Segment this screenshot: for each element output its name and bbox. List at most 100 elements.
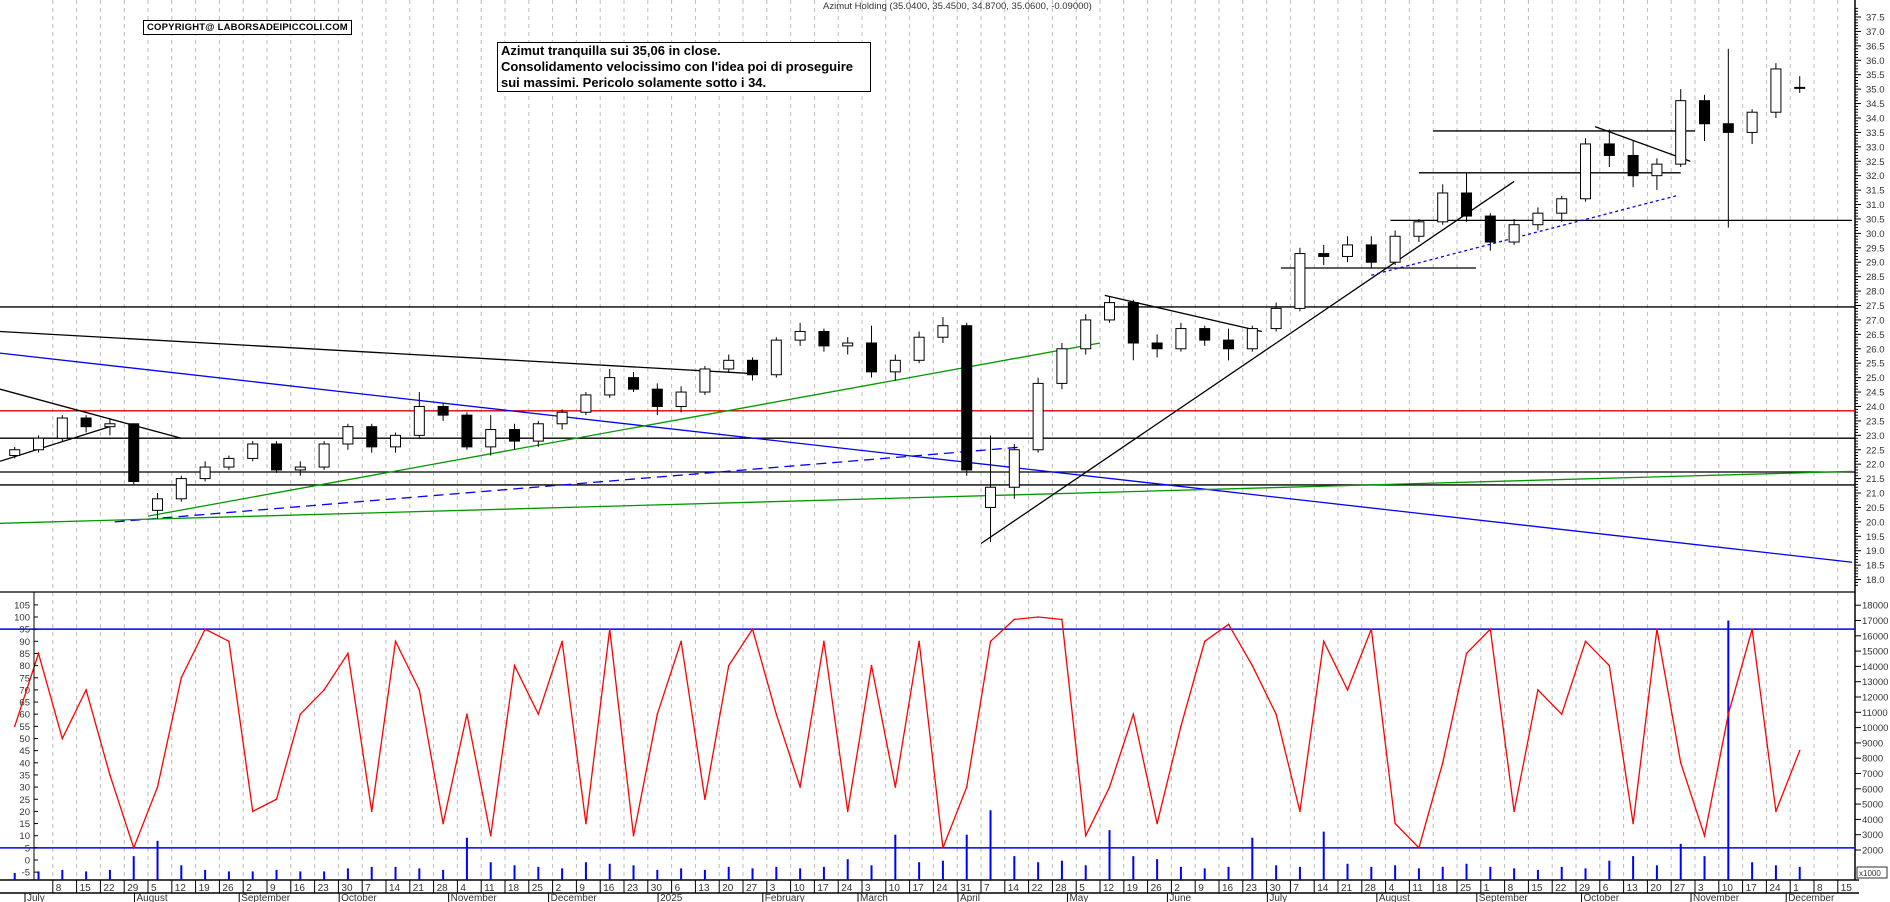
- price-tick-label: 30.0: [1866, 229, 1885, 240]
- volume-unit-box: [1856, 866, 1888, 879]
- week-label: 9: [1198, 883, 1204, 894]
- week-label: 9: [270, 883, 276, 894]
- price-tick-label: 25.0: [1866, 373, 1885, 384]
- month-label: October: [341, 893, 377, 902]
- week-label: 25: [1460, 883, 1472, 894]
- oscillator-tick-label: 75: [19, 673, 30, 684]
- oscillator-point: [1275, 713, 1277, 715]
- oscillator-tick-label: 50: [19, 734, 30, 745]
- week-label: 24: [1769, 883, 1781, 894]
- volume-tick-label: 13000: [1862, 677, 1888, 688]
- candle-body: [1484, 215, 1496, 243]
- candle-body: [294, 466, 306, 471]
- candle-body: [271, 443, 283, 471]
- oscillator-point: [704, 798, 706, 801]
- price-tick-label: 29.5: [1866, 243, 1885, 254]
- oscillator-tick-label: 55: [19, 722, 30, 733]
- week-label: 2: [556, 883, 562, 894]
- candle-body: [199, 466, 211, 480]
- oscillator-tick-label: 10: [19, 831, 30, 842]
- oscillator-point: [489, 834, 492, 837]
- oscillator-point: [61, 737, 64, 740]
- trend-line: [114, 446, 1024, 523]
- oscillator-point: [823, 640, 825, 643]
- oscillator-point: [870, 664, 873, 667]
- oscillator-point: [1418, 847, 1420, 849]
- candle-body: [56, 417, 68, 439]
- week-label: 9: [579, 883, 585, 894]
- chart-title: Azimut Holding (35.0400, 35.4500, 34.870…: [823, 1, 1092, 12]
- week-label: 24: [841, 883, 853, 894]
- oscillator-tick-label: 95: [19, 625, 30, 636]
- candle-body: [1770, 68, 1782, 113]
- price-tick-label: 24.0: [1866, 402, 1885, 413]
- volume-tick-label: 17000: [1862, 616, 1888, 627]
- trend-line: [0, 330, 748, 374]
- oscillator-point: [1584, 640, 1587, 643]
- oscillator-point: [561, 640, 563, 643]
- oscillator-tick-label: 30: [19, 783, 30, 794]
- candle-body: [556, 411, 568, 425]
- price-tick-label: 27.0: [1866, 315, 1885, 326]
- candle-body: [1746, 111, 1758, 133]
- oscillator-point: [799, 786, 801, 788]
- candle-body: [1651, 163, 1663, 177]
- week-label: 29: [1579, 883, 1591, 894]
- candle-body: [33, 437, 45, 451]
- oscillator-point: [85, 689, 87, 691]
- month-label: March: [860, 893, 888, 902]
- candle-body: [104, 423, 116, 428]
- candle-body: [651, 388, 663, 407]
- oscillator-point: [1299, 810, 1301, 813]
- price-tick-label: 18.0: [1866, 575, 1885, 586]
- oscillator-point: [1632, 822, 1634, 825]
- oscillator-point: [1251, 664, 1254, 667]
- week-label: 17: [817, 883, 829, 894]
- month-label: August: [1379, 893, 1410, 902]
- oscillator-point: [585, 822, 587, 825]
- candle-body: [152, 498, 164, 511]
- week-label: 17: [1746, 883, 1758, 894]
- month-label: July: [1269, 893, 1287, 902]
- oscillator-point: [1489, 628, 1492, 630]
- annotation-line: sui massimi. Pericolo solamente sotto i …: [501, 75, 767, 90]
- volume-tick-label: 16000: [1862, 631, 1888, 642]
- week-label: 23: [1246, 883, 1258, 894]
- oscillator-point: [1061, 618, 1063, 621]
- price-tick-label: 20.5: [1866, 503, 1885, 514]
- week-label: 2: [1174, 883, 1180, 894]
- volume-tick-label: 8000: [1862, 754, 1883, 765]
- week-label: 20: [1650, 883, 1662, 894]
- price-tick-label: 31.0: [1866, 200, 1885, 211]
- oscillator-point: [751, 628, 754, 630]
- week-label: 10: [794, 883, 806, 894]
- oscillator-point: [1370, 628, 1373, 630]
- price-tick-label: 23.0: [1866, 431, 1885, 442]
- price-tick-label: 28.5: [1866, 272, 1885, 283]
- week-label: 3: [1698, 883, 1704, 894]
- volume-tick-label: 10000: [1862, 723, 1888, 734]
- candle-body: [390, 434, 402, 448]
- candle-body: [1056, 348, 1068, 384]
- candle-body: [1508, 224, 1520, 243]
- week-label: 7: [365, 883, 371, 894]
- price-tick-label: 19.5: [1866, 532, 1885, 543]
- trend-line: [0, 426, 111, 462]
- month-label: September: [241, 893, 291, 902]
- volume-tick-label: 18000: [1862, 601, 1888, 612]
- candle-body: [1342, 244, 1354, 257]
- price-tick-label: 31.5: [1866, 186, 1885, 197]
- candle-body: [699, 368, 711, 393]
- oscillator-line: [14, 616, 1801, 850]
- oscillator-point: [894, 786, 897, 788]
- candle-body: [842, 342, 854, 347]
- volume-tick-label: 12000: [1862, 693, 1888, 704]
- candle-body: [794, 330, 806, 341]
- week-label: 16: [294, 883, 306, 894]
- week-label: 5: [151, 883, 157, 894]
- week-label: 30: [651, 883, 663, 894]
- oscillator-tick-label: -5: [22, 868, 30, 879]
- volume-tick-label: 5000: [1862, 800, 1883, 811]
- price-tick-label: 21.0: [1866, 489, 1885, 500]
- week-label: 6: [675, 883, 681, 894]
